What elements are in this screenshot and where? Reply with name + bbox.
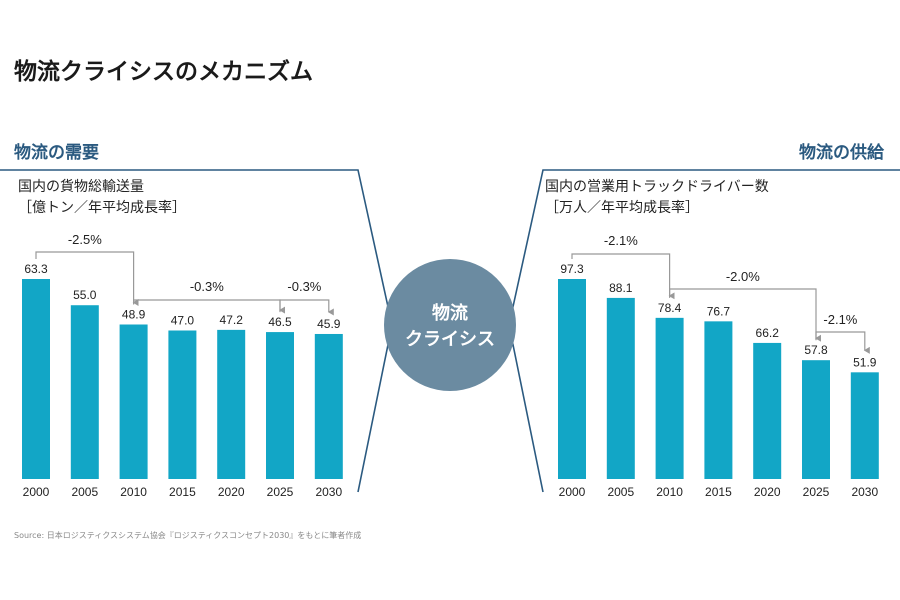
demand-bar-chart: 63.3 2000 55.0 2005 48.9 2010 47.0 2015 47.2 2020… xyxy=(22,232,343,499)
left-bar-2030 xyxy=(314,333,343,479)
right-tick-2010: 2010 xyxy=(656,485,683,499)
left-tick-2010: 2010 xyxy=(120,485,147,499)
left-tick-2030: 2030 xyxy=(315,485,342,499)
left-growth-arrow-2 xyxy=(133,299,285,314)
right-value-label-2015: 76.7 xyxy=(707,304,731,318)
supply-bar-chart: 97.3 2000 88.1 2005 78.4 2010 76.7 2015 66.2 2020… xyxy=(558,233,879,499)
left-tick-2000: 2000 xyxy=(23,485,50,499)
page-title: 物流クライシスのメカニズム xyxy=(14,59,313,85)
left-value-label-2025: 46.5 xyxy=(268,315,292,329)
left-bar-2025 xyxy=(266,332,294,479)
right-tick-2020: 2020 xyxy=(754,485,781,499)
right-bar-2005 xyxy=(606,297,635,479)
crisis-label-line2: クライシス xyxy=(405,329,495,350)
left-bar-2015 xyxy=(168,330,197,479)
crisis-label-line1: 物流 xyxy=(432,302,468,324)
right-tick-2025: 2025 xyxy=(803,485,830,499)
source-note: Source: 日本ロジスティクスシステム協会『ロジスティクスコンセプト2030… xyxy=(14,531,362,540)
right-growth-label-1: -2.1% xyxy=(604,233,638,248)
right-value-label-2005: 88.1 xyxy=(609,281,633,295)
left-growth-label-1: -2.5% xyxy=(68,232,102,247)
right-bar-2025 xyxy=(802,360,830,479)
right-chart-subtitle: 国内の営業用トラックドライバー数 ［万人／年平均成長率］ xyxy=(545,177,769,219)
left-chart-title: 国内の貨物総輸送量 xyxy=(18,179,144,195)
left-value-label-2005: 55.0 xyxy=(73,288,97,302)
left-growth-label-3: -0.3% xyxy=(287,279,321,294)
left-tick-2025: 2025 xyxy=(267,485,294,499)
right-bar-2030 xyxy=(850,372,879,479)
left-bar-2005 xyxy=(70,305,99,479)
right-tick-2005: 2005 xyxy=(607,485,634,499)
left-bar-2000 xyxy=(22,279,50,479)
right-growth-arrow-2 xyxy=(669,288,821,342)
right-growth-arrow-3 xyxy=(815,331,870,354)
left-growth-arrow-3 xyxy=(279,299,334,316)
demand-section-title: 物流の需要 xyxy=(14,143,99,163)
right-tick-2030: 2030 xyxy=(851,485,878,499)
left-bar-2010 xyxy=(119,324,148,479)
right-tick-2000: 2000 xyxy=(559,485,586,499)
left-value-label-2010: 48.9 xyxy=(122,307,146,321)
supply-section-title: 物流の供給 xyxy=(799,143,884,163)
left-value-label-2030: 45.9 xyxy=(317,317,341,331)
right-frame-line xyxy=(508,169,900,493)
left-value-label-2000: 63.3 xyxy=(24,262,48,276)
left-chart-unit: ［億トン／年平均成長率］ xyxy=(18,200,186,216)
right-bar-2015 xyxy=(704,321,733,479)
left-tick-2015: 2015 xyxy=(169,485,196,499)
right-growth-label-3: -2.1% xyxy=(823,312,857,327)
left-value-label-2020: 47.2 xyxy=(220,313,244,327)
right-bar-2010 xyxy=(655,317,684,479)
left-growth-arrow-1 xyxy=(35,251,139,306)
right-tick-2015: 2015 xyxy=(705,485,732,499)
right-chart-unit: ［万人／年平均成長率］ xyxy=(545,200,699,216)
right-value-label-2020: 66.2 xyxy=(756,326,780,340)
right-growth-label-2: -2.0% xyxy=(726,269,760,284)
right-value-label-2000: 97.3 xyxy=(560,262,584,276)
right-value-label-2030: 51.9 xyxy=(853,355,877,369)
left-value-label-2015: 47.0 xyxy=(171,314,195,328)
left-frame-line xyxy=(0,169,393,493)
right-bar-2000 xyxy=(558,279,586,479)
left-tick-2005: 2005 xyxy=(71,485,98,499)
right-growth-arrow-1 xyxy=(571,253,675,300)
left-tick-2020: 2020 xyxy=(218,485,245,499)
right-bar-2020 xyxy=(753,342,782,479)
right-value-label-2025: 57.8 xyxy=(804,343,828,357)
left-growth-label-2: -0.3% xyxy=(190,279,224,294)
right-chart-title: 国内の営業用トラックドライバー数 xyxy=(545,179,769,195)
crisis-circle xyxy=(384,259,516,391)
left-chart-subtitle: 国内の貨物総輸送量 ［億トン／年平均成長率］ xyxy=(18,177,186,219)
right-value-label-2010: 78.4 xyxy=(658,301,682,315)
left-bar-2020 xyxy=(217,329,246,479)
